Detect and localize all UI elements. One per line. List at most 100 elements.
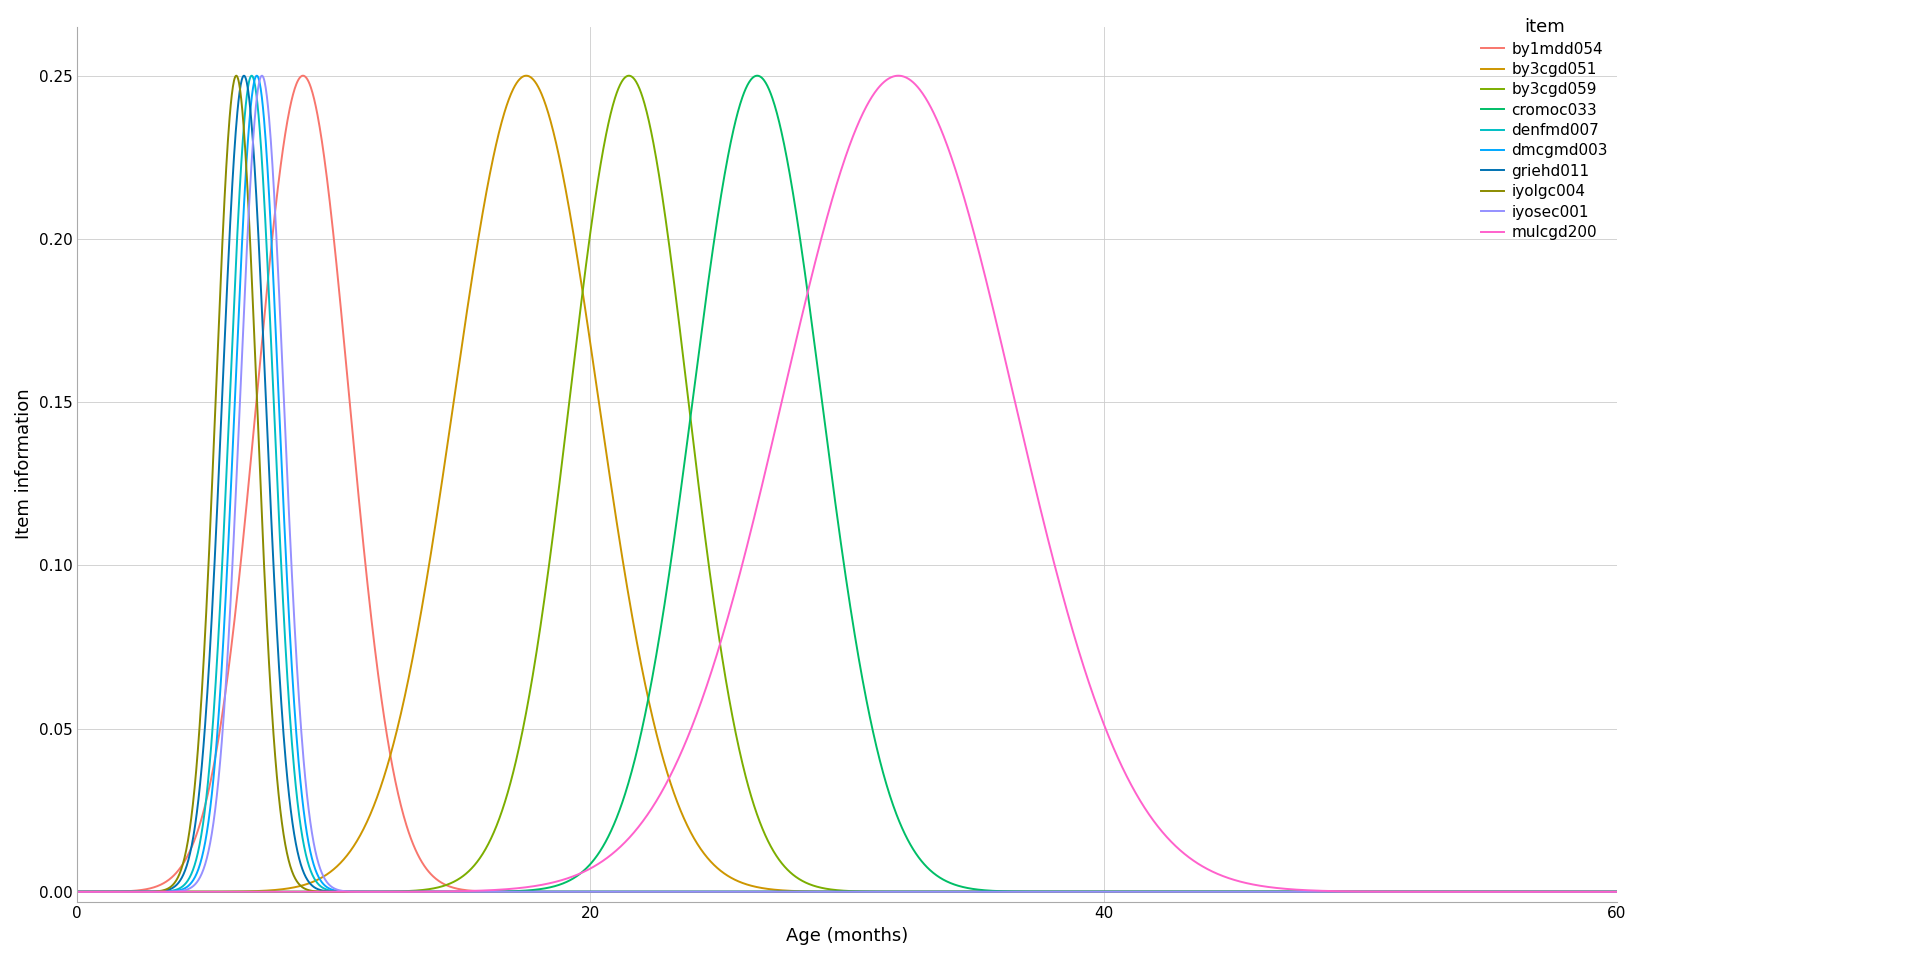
denfmd007 xyxy=(1523,886,1546,898)
by3cgd051 xyxy=(707,862,730,874)
Line: griehd011: griehd011 xyxy=(77,76,1745,892)
dmcgmd003 xyxy=(778,886,801,898)
Line: cromoc033: cromoc033 xyxy=(77,76,1745,892)
iyolgc004 xyxy=(1701,886,1724,898)
mulcgd200 xyxy=(1523,886,1546,898)
by1mdd054 xyxy=(292,70,315,82)
denfmd007 xyxy=(1701,886,1724,898)
Y-axis label: Item information: Item information xyxy=(15,389,33,540)
griehd011 xyxy=(1523,886,1546,898)
by3cgd059 xyxy=(707,620,730,632)
by1mdd054 xyxy=(1734,886,1757,898)
iyosec001 xyxy=(257,101,280,112)
iyosec001 xyxy=(355,886,378,898)
iyolgc004 xyxy=(1734,886,1757,898)
Legend: by1mdd054, by3cgd051, by3cgd059, cromoc033, denfmd007, dmcgmd003, griehd011, iyo: by1mdd054, by3cgd051, by3cgd059, cromoc0… xyxy=(1475,12,1615,246)
dmcgmd003 xyxy=(246,70,269,82)
iyolgc004 xyxy=(225,70,248,82)
iyolgc004 xyxy=(355,886,378,898)
Line: iyolgc004: iyolgc004 xyxy=(77,76,1745,892)
by3cgd051 xyxy=(515,70,538,82)
by3cgd051 xyxy=(778,885,801,897)
by3cgd051 xyxy=(65,886,88,898)
dmcgmd003 xyxy=(1087,886,1110,898)
denfmd007 xyxy=(1734,886,1757,898)
iyosec001 xyxy=(1523,886,1546,898)
cromoc033 xyxy=(65,886,88,898)
by3cgd059 xyxy=(65,886,88,898)
mulcgd200 xyxy=(1734,886,1757,898)
denfmd007 xyxy=(1081,886,1104,898)
iyolgc004 xyxy=(65,886,88,898)
dmcgmd003 xyxy=(355,886,378,898)
cromoc033 xyxy=(1523,886,1546,898)
dmcgmd003 xyxy=(1523,886,1546,898)
by3cgd059 xyxy=(1701,886,1724,898)
iyosec001 xyxy=(778,886,801,898)
Line: by3cgd051: by3cgd051 xyxy=(77,76,1745,892)
by1mdd054 xyxy=(1523,886,1546,898)
mulcgd200 xyxy=(1701,886,1724,898)
by3cgd059 xyxy=(1734,886,1757,898)
by3cgd059 xyxy=(1523,886,1546,898)
by1mdd054 xyxy=(65,886,88,898)
iyosec001 xyxy=(1092,886,1116,898)
by3cgd051 xyxy=(355,817,378,828)
griehd011 xyxy=(355,886,378,898)
by3cgd059 xyxy=(778,866,801,877)
mulcgd200 xyxy=(65,886,88,898)
griehd011 xyxy=(1734,886,1757,898)
griehd011 xyxy=(257,441,280,452)
by1mdd054 xyxy=(355,573,378,585)
dmcgmd003 xyxy=(65,886,88,898)
griehd011 xyxy=(65,886,88,898)
denfmd007 xyxy=(240,70,263,82)
dmcgmd003 xyxy=(707,886,730,898)
cromoc033 xyxy=(255,886,278,898)
Line: by1mdd054: by1mdd054 xyxy=(77,76,1745,892)
denfmd007 xyxy=(257,269,280,280)
Line: denfmd007: denfmd007 xyxy=(77,76,1745,892)
iyolgc004 xyxy=(1523,886,1546,898)
cromoc033 xyxy=(745,70,768,82)
Line: by3cgd059: by3cgd059 xyxy=(77,76,1745,892)
iyolgc004 xyxy=(257,638,280,650)
mulcgd200 xyxy=(355,886,378,898)
cromoc033 xyxy=(1734,886,1757,898)
denfmd007 xyxy=(778,886,801,898)
by3cgd051 xyxy=(1701,886,1724,898)
mulcgd200 xyxy=(887,70,910,82)
griehd011 xyxy=(778,886,801,898)
mulcgd200 xyxy=(255,886,278,898)
denfmd007 xyxy=(65,886,88,898)
dmcgmd003 xyxy=(1734,886,1757,898)
by3cgd059 xyxy=(255,886,278,898)
by3cgd059 xyxy=(618,70,641,82)
by3cgd051 xyxy=(1523,886,1546,898)
iyosec001 xyxy=(1734,886,1757,898)
by1mdd054 xyxy=(778,886,801,898)
cromoc033 xyxy=(1701,886,1724,898)
Line: mulcgd200: mulcgd200 xyxy=(77,76,1745,892)
Line: dmcgmd003: dmcgmd003 xyxy=(77,76,1745,892)
griehd011 xyxy=(707,886,730,898)
iyosec001 xyxy=(250,70,273,82)
denfmd007 xyxy=(707,886,730,898)
dmcgmd003 xyxy=(257,170,280,181)
iyosec001 xyxy=(1701,886,1724,898)
by1mdd054 xyxy=(255,279,278,291)
denfmd007 xyxy=(355,886,378,898)
dmcgmd003 xyxy=(1701,886,1724,898)
iyosec001 xyxy=(65,886,88,898)
iyosec001 xyxy=(707,886,730,898)
iyolgc004 xyxy=(778,886,801,898)
iyolgc004 xyxy=(1018,886,1041,898)
griehd011 xyxy=(232,70,255,82)
mulcgd200 xyxy=(705,649,728,660)
X-axis label: Age (months): Age (months) xyxy=(785,927,908,945)
griehd011 xyxy=(1701,886,1724,898)
iyolgc004 xyxy=(707,886,730,898)
cromoc033 xyxy=(778,168,801,180)
by1mdd054 xyxy=(1701,886,1724,898)
by1mdd054 xyxy=(707,886,730,898)
